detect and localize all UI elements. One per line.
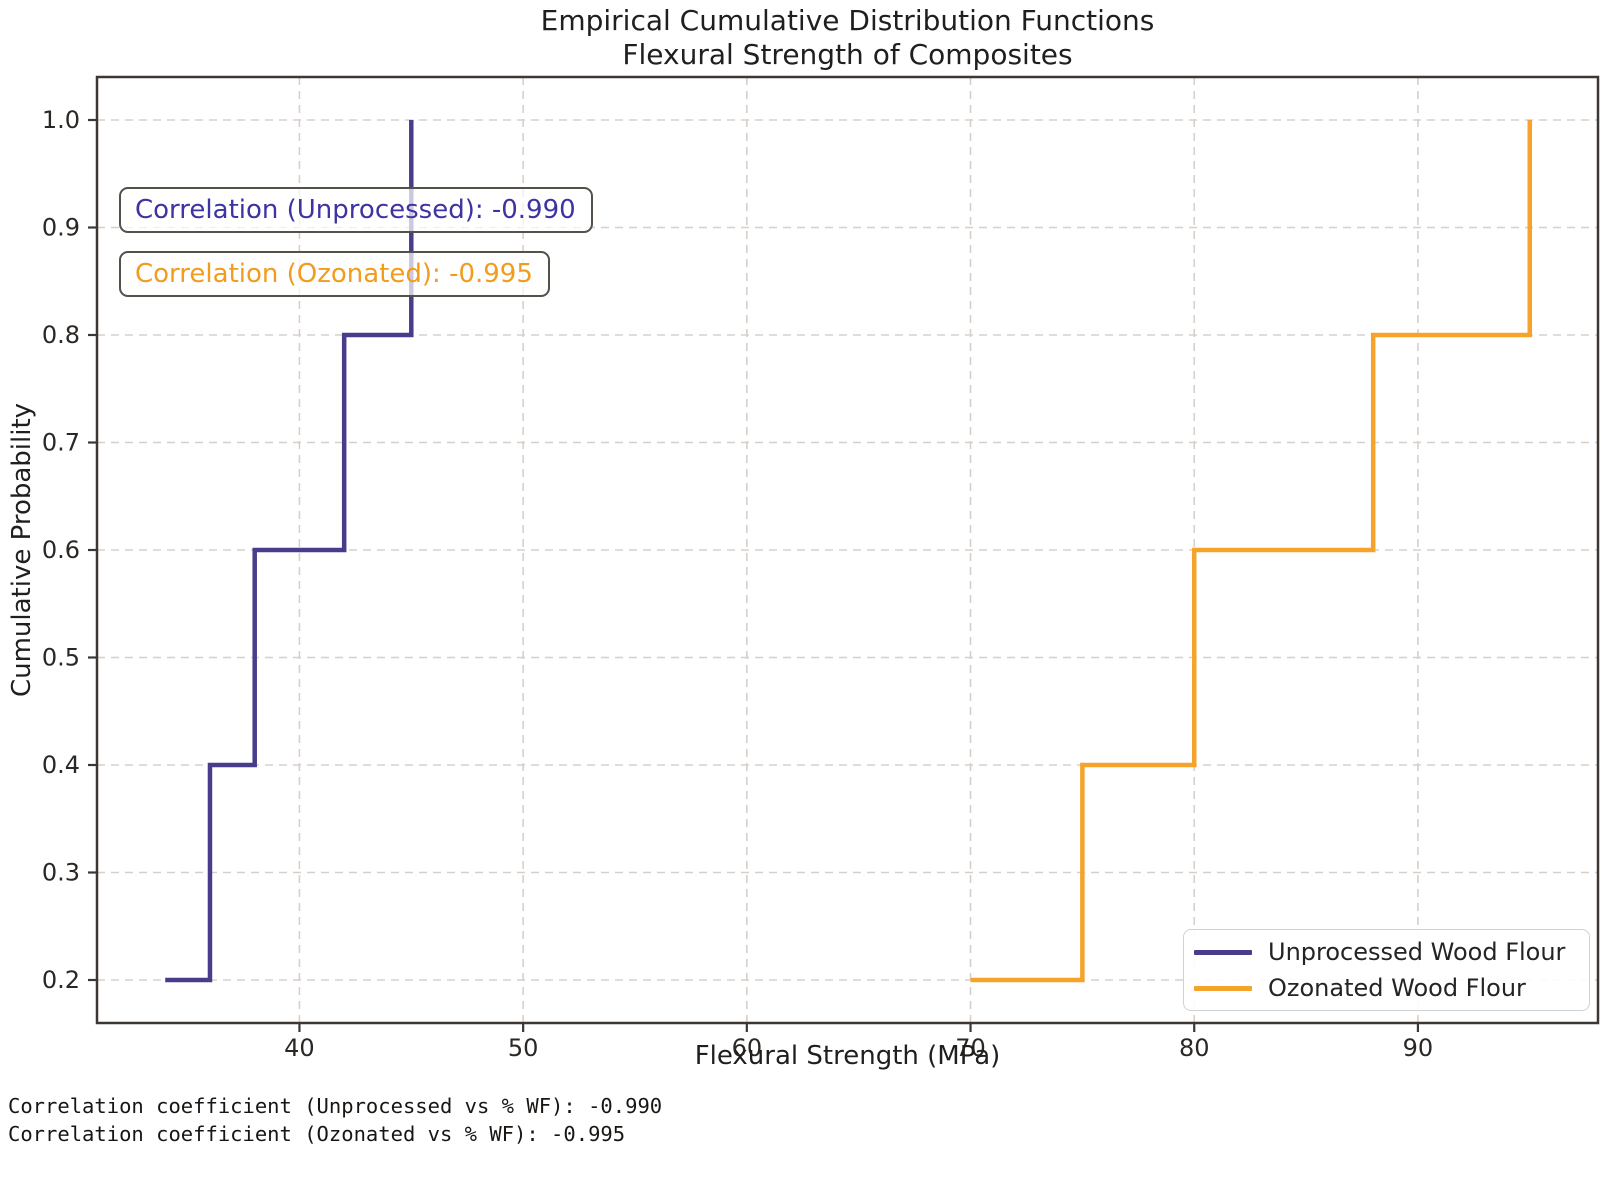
y-tick-label: 0.7 — [42, 429, 80, 457]
y-tick-label: 0.9 — [42, 214, 80, 242]
x-axis-label: Flexural Strength (MPa) — [695, 1041, 1001, 1071]
legend-item-ozonated: Ozonated Wood Flour — [1194, 974, 1579, 1002]
x-tick-label: 40 — [284, 1034, 315, 1062]
y-tick-label: 0.4 — [42, 751, 80, 779]
x-tick-label: 70 — [955, 1034, 986, 1062]
chart-title: Empirical Cumulative Distribution Functi… — [540, 4, 1155, 37]
console-line-2: Correlation coefficient (Ozonated vs % W… — [8, 1122, 626, 1146]
x-tick-label: 90 — [1403, 1034, 1434, 1062]
x-tick-label: 50 — [508, 1034, 539, 1062]
ecdf-line-ozonated — [970, 120, 1533, 983]
legend: Unprocessed Wood Flour Ozonated Wood Flo… — [1183, 929, 1590, 1011]
legend-item-unprocessed: Unprocessed Wood Flour — [1194, 938, 1579, 966]
legend-swatch-ozonated-line-icon — [1194, 985, 1252, 991]
x-tick-label: 80 — [1179, 1034, 1210, 1062]
ecdf-line-unprocessed — [165, 120, 414, 983]
chart-title-block: Empirical Cumulative Distribution Functi… — [97, 4, 1598, 72]
x-tick-label: 60 — [732, 1034, 763, 1062]
annotation-correlation-ozonated: Correlation (Ozonated): -0.995 — [119, 251, 550, 297]
y-tick-label: 0.2 — [42, 966, 80, 994]
legend-swatch-unprocessed-line-icon — [1194, 949, 1252, 955]
legend-label-unprocessed: Unprocessed Wood Flour — [1268, 938, 1566, 966]
console-output: Correlation coefficient (Unprocessed vs … — [8, 1092, 662, 1148]
y-tick-label: 0.6 — [42, 536, 80, 564]
y-axis-label: Cumulative Probability — [7, 403, 37, 697]
annotation-correlation-unprocessed: Correlation (Unprocessed): -0.990 — [119, 187, 593, 233]
chart-subtitle: Flexural Strength of Composites — [622, 38, 1073, 71]
console-line-1: Correlation coefficient (Unprocessed vs … — [8, 1094, 663, 1118]
y-tick-label: 1.0 — [42, 106, 80, 134]
legend-label-ozonated: Ozonated Wood Flour — [1268, 974, 1526, 1002]
y-tick-label: 0.3 — [42, 859, 80, 887]
y-tick-label: 0.8 — [42, 321, 80, 349]
y-tick-label: 0.5 — [42, 644, 80, 672]
